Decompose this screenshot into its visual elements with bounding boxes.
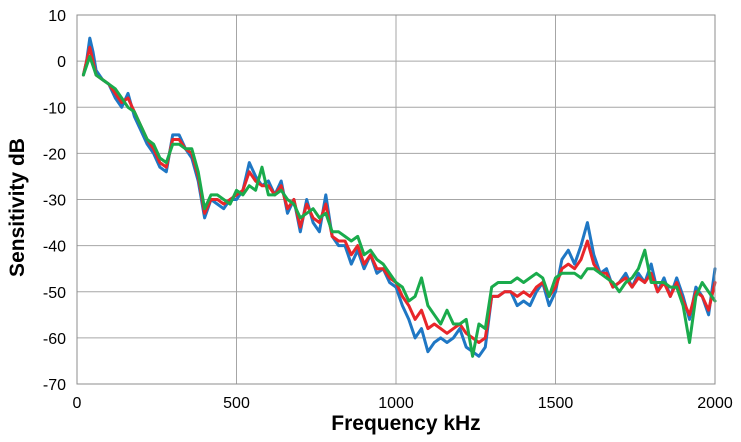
grid-lines bbox=[76, 14, 716, 385]
x-tick-label: 0 bbox=[73, 395, 82, 412]
y-tick-label: -60 bbox=[43, 331, 66, 348]
y-tick-label: -30 bbox=[43, 193, 66, 210]
y-tick-label: -10 bbox=[43, 100, 66, 117]
x-tick-label: 2000 bbox=[697, 395, 733, 412]
series-group bbox=[81, 36, 717, 358]
x-tick-label: 500 bbox=[223, 395, 250, 412]
y-tick-label: 0 bbox=[57, 54, 66, 71]
y-tick-label: -20 bbox=[43, 146, 66, 163]
y-axis-title: Sensitivity dB bbox=[6, 138, 29, 277]
series-line-1 bbox=[81, 36, 717, 358]
y-tick-label: 10 bbox=[48, 8, 66, 25]
x-tick-label: 1500 bbox=[538, 395, 574, 412]
x-axis-title: Frequency kHz bbox=[331, 412, 480, 435]
y-tick-label: -40 bbox=[43, 239, 66, 256]
x-tick-label: 1000 bbox=[378, 395, 414, 412]
y-tick-label: -70 bbox=[43, 377, 66, 394]
y-tick-label: -50 bbox=[43, 285, 66, 302]
tick-labels: 10 0 -10 -20 -30 -40 -50 -60 -70 0 500 1000 1500 2000 bbox=[43, 8, 733, 412]
plot-frame bbox=[76, 14, 716, 385]
series-line-3 bbox=[81, 55, 717, 358]
